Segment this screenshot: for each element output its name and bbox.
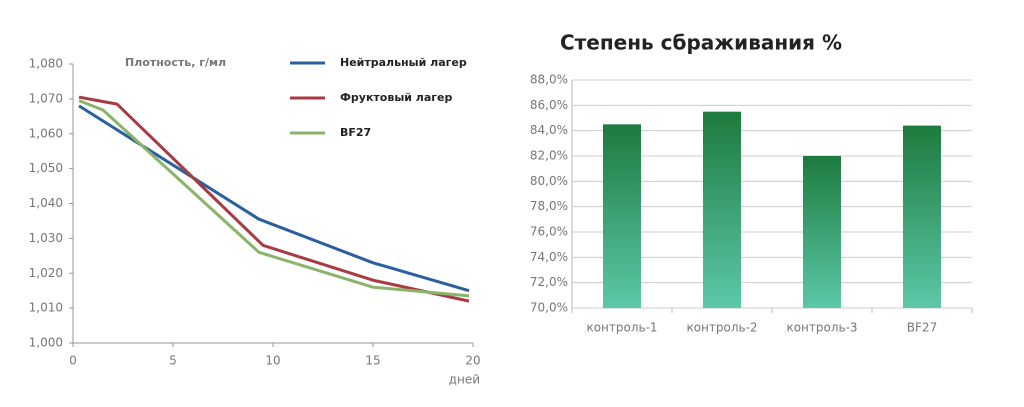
y-tick-label: 80,0% bbox=[530, 174, 568, 188]
y-axis-label: Плотность, г/мл bbox=[125, 56, 226, 69]
y-tick-label: 86,0% bbox=[530, 98, 568, 112]
legend-label: Фруктовый лагер bbox=[340, 91, 452, 104]
y-tick-label: 1,010 bbox=[29, 301, 63, 315]
x-tick-label: контроль-2 bbox=[686, 321, 757, 335]
y-tick-label: 1,040 bbox=[29, 196, 63, 210]
x-tick-label: контроль-3 bbox=[786, 321, 857, 335]
x-tick-label: 5 bbox=[169, 354, 177, 368]
x-tick-label: BF27 bbox=[907, 321, 937, 335]
y-tick-label: 82,0% bbox=[530, 149, 568, 163]
bar bbox=[903, 125, 941, 308]
line-series bbox=[78, 95, 470, 303]
y-tick-label: 1,080 bbox=[29, 57, 63, 71]
y-tick-label: 88,0% bbox=[530, 73, 568, 87]
y-tick-label: 70,0% bbox=[530, 301, 568, 315]
y-tick-label: 1,070 bbox=[29, 91, 63, 105]
y-tick-label: 1,020 bbox=[29, 266, 63, 280]
y-tick-label: 1,050 bbox=[29, 161, 63, 175]
y-tick-label: 74,0% bbox=[530, 250, 568, 264]
x-tick-label: 20 bbox=[465, 354, 480, 368]
x-tick-label: 10 bbox=[265, 354, 280, 368]
legend-label: BF27 bbox=[340, 126, 371, 139]
y-tick-label: 76,0% bbox=[530, 225, 568, 239]
x-tick-label: 0 bbox=[69, 354, 77, 368]
bar bbox=[603, 124, 641, 308]
y-tick-label: 1,030 bbox=[29, 231, 63, 245]
line-series bbox=[78, 104, 470, 293]
x-tick-label: контроль-1 bbox=[586, 321, 657, 335]
y-tick-label: 78,0% bbox=[530, 199, 568, 213]
x-tick-label: 15 bbox=[365, 354, 380, 368]
x-axis-label: дней bbox=[449, 373, 480, 387]
bar bbox=[803, 156, 841, 308]
y-tick-label: 1,000 bbox=[29, 336, 63, 350]
y-tick-label: 84,0% bbox=[530, 123, 568, 137]
y-tick-label: 72,0% bbox=[530, 275, 568, 289]
chart-title: Степень сбраживания % bbox=[560, 31, 842, 55]
legend-label: Нейтральный лагер bbox=[340, 56, 467, 69]
bar bbox=[703, 111, 741, 309]
line-series bbox=[78, 99, 470, 298]
y-tick-label: 1,060 bbox=[29, 126, 63, 140]
